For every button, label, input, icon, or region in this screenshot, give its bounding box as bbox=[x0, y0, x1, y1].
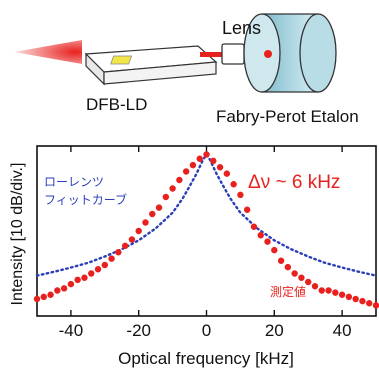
measured-point bbox=[182, 168, 190, 175]
measured-point bbox=[67, 280, 75, 288]
laser-output-beam bbox=[14, 40, 82, 64]
measured-point bbox=[298, 274, 305, 281]
measured-point bbox=[74, 276, 81, 284]
measured-point bbox=[40, 293, 47, 301]
measured-point bbox=[216, 164, 224, 171]
measured-point bbox=[230, 181, 237, 188]
measured-point bbox=[60, 285, 68, 292]
measured-point bbox=[210, 157, 217, 165]
measured-point bbox=[155, 204, 163, 211]
measured-point bbox=[352, 295, 359, 303]
measured-point bbox=[108, 255, 115, 262]
lens-icon bbox=[221, 43, 245, 65]
y-axis-label: Intensity [10 dB/div.] bbox=[9, 163, 26, 306]
x-tick-label: -40 bbox=[59, 321, 84, 340]
measured-point bbox=[325, 287, 332, 294]
measured-point bbox=[372, 302, 379, 309]
measured-point bbox=[169, 185, 176, 192]
measured-point bbox=[345, 293, 353, 301]
measured-point bbox=[237, 191, 244, 199]
measured-point bbox=[243, 206, 251, 213]
dfb-ld-chip bbox=[84, 45, 218, 86]
measured-point bbox=[81, 274, 88, 281]
measured-point bbox=[54, 287, 61, 294]
measured-point bbox=[203, 151, 210, 158]
measured-point bbox=[33, 295, 41, 303]
setup-schematic: Lens DFB-LD Fabry-Perot Etalon bbox=[14, 13, 359, 126]
measured-point bbox=[94, 266, 102, 273]
x-tick-label: 20 bbox=[265, 321, 284, 340]
x-axis-label: Optical frequency [kHz] bbox=[118, 349, 294, 368]
measured-point bbox=[318, 287, 325, 294]
etalon-label: Fabry-Perot Etalon bbox=[216, 107, 359, 126]
measured-point bbox=[311, 283, 319, 290]
measured-point bbox=[121, 242, 129, 250]
x-tick-label: 40 bbox=[333, 321, 352, 340]
measured-point bbox=[189, 161, 197, 169]
measured-label: 測定値 bbox=[270, 284, 306, 299]
measured-point bbox=[332, 289, 339, 296]
measured-point bbox=[366, 300, 373, 307]
measured-point bbox=[196, 155, 203, 162]
fit-label-line2: フィットカーブ bbox=[44, 192, 127, 207]
fit-label-line1: ローレンツ bbox=[44, 175, 104, 189]
etalon-icon bbox=[243, 13, 337, 93]
coupling-beam bbox=[200, 52, 222, 57]
x-tick-label: -20 bbox=[126, 321, 151, 340]
measured-point bbox=[223, 170, 231, 177]
measured-point bbox=[271, 246, 278, 254]
measured-point bbox=[47, 291, 54, 298]
measured-point bbox=[135, 227, 142, 235]
measured-points bbox=[33, 151, 379, 309]
measured-point bbox=[277, 257, 285, 264]
measured-point bbox=[88, 270, 95, 277]
dfb-ld-label: DFB-LD bbox=[86, 95, 147, 114]
chart: -40 -20 0 20 40 Intensity [10 dB/div.] Optic… bbox=[9, 145, 379, 368]
measured-point bbox=[305, 278, 312, 286]
measured-point bbox=[291, 270, 298, 277]
measured-point bbox=[149, 210, 156, 218]
measured-point bbox=[257, 232, 264, 239]
linewidth-annotation: Δν ~ 6 kHz bbox=[248, 172, 340, 193]
measured-point bbox=[128, 236, 136, 243]
measured-point bbox=[284, 263, 292, 271]
measured-point bbox=[162, 193, 170, 201]
measured-point bbox=[338, 291, 346, 298]
measured-point bbox=[101, 261, 109, 269]
laser-stripe bbox=[110, 55, 133, 65]
lens-label: Lens bbox=[222, 18, 261, 38]
measured-point bbox=[264, 238, 271, 245]
measured-point bbox=[176, 176, 183, 184]
measured-point bbox=[250, 223, 258, 230]
x-tick-label: 0 bbox=[202, 321, 211, 340]
measured-point bbox=[115, 249, 122, 256]
measured-point bbox=[142, 219, 149, 226]
measured-point bbox=[359, 297, 366, 305]
x-axis-ticks: -40 -20 0 20 40 bbox=[59, 146, 352, 340]
